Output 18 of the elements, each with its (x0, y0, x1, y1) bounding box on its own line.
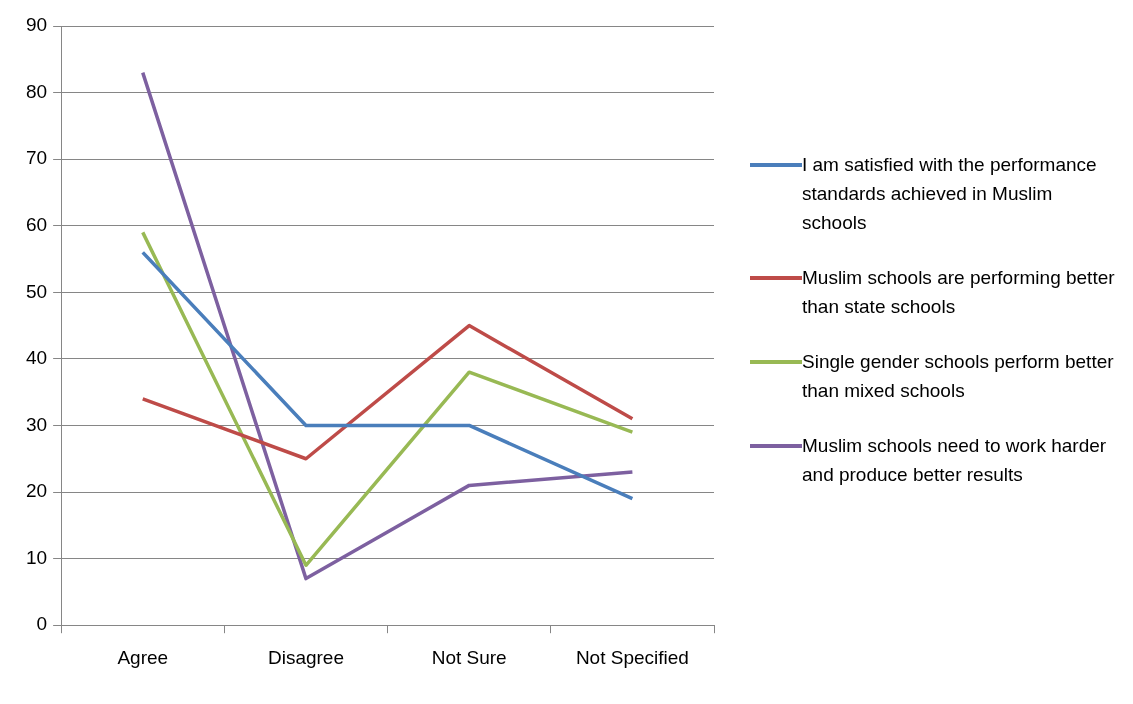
y-tick-label: 30 (25, 413, 48, 435)
y-tick-label: 50 (25, 280, 48, 302)
y-tick-label: 90 (25, 14, 48, 36)
y-tick-label: 70 (25, 147, 48, 169)
legend-label: Muslim schools need to work harder and produce better results (802, 434, 1108, 487)
y-tick-label: 20 (25, 480, 48, 502)
legend-label: Single gender schools perform better than mixed schools (802, 350, 1115, 403)
x-tick-label: Not Specified (575, 646, 689, 668)
x-tick-label: Not Sure (431, 646, 507, 668)
y-tick-label: 40 (25, 347, 48, 369)
legend-label: Muslim schools are performing better than state schools (802, 266, 1116, 319)
x-tick-label: Disagree (267, 646, 344, 668)
y-tick-label: 0 (36, 613, 48, 635)
x-tick-label: Agree (117, 646, 169, 668)
y-tick-label: 80 (25, 80, 48, 102)
legend-label: I am satisfied with the performance standards achieved in Muslim schools (802, 153, 1098, 235)
y-tick-label: 10 (25, 546, 48, 568)
y-tick-label: 60 (25, 213, 48, 235)
